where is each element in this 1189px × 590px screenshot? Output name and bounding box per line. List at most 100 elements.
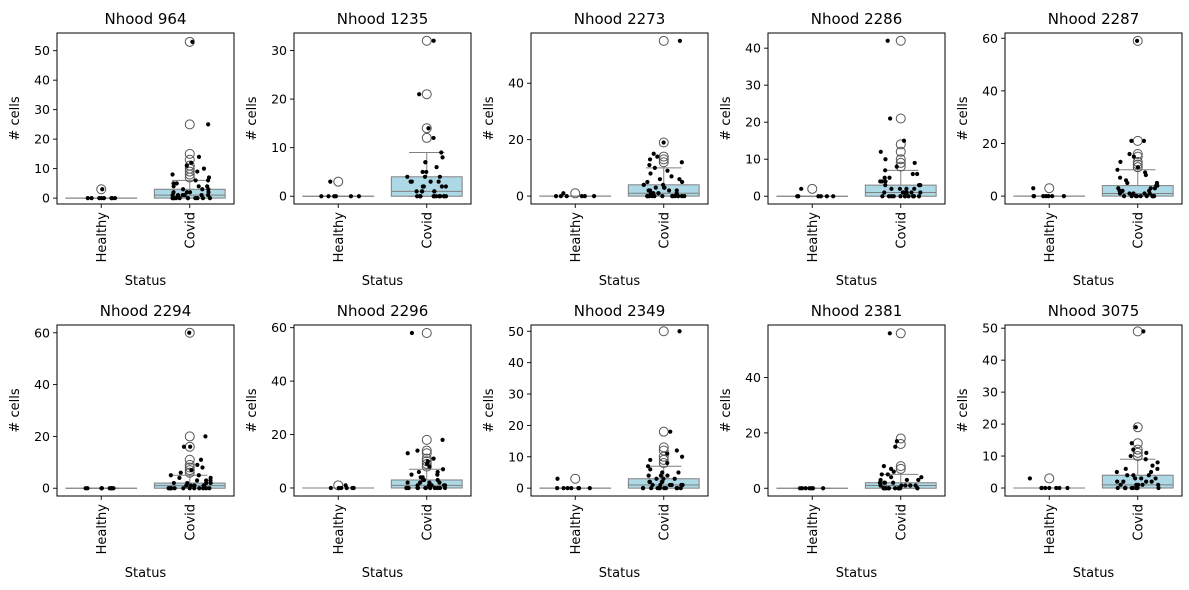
outlier-marker <box>184 327 195 338</box>
data-point <box>665 451 670 456</box>
data-point <box>187 330 192 335</box>
data-point <box>109 196 115 201</box>
data-point <box>653 185 658 190</box>
outlier-marker <box>421 89 432 100</box>
subplot: Nhood 1235 0 10 20 30 # cells Healthy Covid Stat… <box>245 10 472 289</box>
data-point <box>891 480 896 485</box>
data-point <box>831 194 836 199</box>
data-point <box>1138 194 1143 199</box>
data-point <box>174 181 179 186</box>
data-point <box>672 476 677 481</box>
y-tick-label: 40 <box>34 377 50 392</box>
data-point <box>438 194 443 199</box>
data-point <box>647 162 652 168</box>
data-point <box>1151 194 1157 199</box>
data-point <box>1125 473 1130 478</box>
data-point <box>651 151 656 156</box>
data-point <box>414 189 419 194</box>
data-point <box>1057 485 1062 491</box>
data-point <box>208 480 213 486</box>
outlier-marker <box>658 137 669 148</box>
data-point <box>408 179 413 184</box>
data-point <box>420 169 425 175</box>
data-point <box>192 486 197 491</box>
outlier-marker <box>1044 473 1055 484</box>
data-point <box>1047 485 1052 491</box>
outlier-marker <box>421 328 432 339</box>
data-point <box>328 485 333 491</box>
data-point <box>431 38 436 43</box>
data-point <box>198 457 204 462</box>
y-tick-label: 10 <box>271 140 287 155</box>
data-point <box>1065 485 1070 491</box>
x-tick-label: Covid <box>657 212 672 249</box>
data-point <box>440 467 446 472</box>
x-tick-label: Covid <box>420 504 435 541</box>
data-point <box>205 178 211 183</box>
data-point <box>672 193 678 199</box>
subplot-title: Nhood 2381 <box>811 302 903 320</box>
data-point <box>565 486 570 491</box>
data-point <box>1133 476 1138 481</box>
outlier-marker <box>1132 35 1143 46</box>
data-point <box>901 138 907 143</box>
outlier-marker <box>807 183 818 194</box>
x-axis-label: Status <box>599 566 641 581</box>
data-point <box>1144 479 1149 484</box>
data-point <box>1143 457 1148 462</box>
data-point <box>658 473 664 478</box>
data-point <box>1140 482 1145 487</box>
data-point <box>319 194 324 199</box>
data-point <box>189 467 194 473</box>
data-point <box>910 171 915 177</box>
data-point <box>195 462 200 468</box>
data-point <box>166 486 171 491</box>
data-point <box>204 486 209 491</box>
y-tick-label: 0 <box>42 191 50 206</box>
data-point <box>442 194 447 199</box>
data-point <box>206 122 211 127</box>
data-point <box>561 191 566 196</box>
x-axis-label: Status <box>1073 274 1115 289</box>
outlier-marker <box>570 473 581 484</box>
data-point <box>99 486 105 491</box>
data-point <box>677 329 682 334</box>
x-tick-label: Covid <box>894 504 909 541</box>
data-point <box>1156 482 1161 487</box>
data-point <box>1031 186 1036 191</box>
data-point <box>655 154 660 159</box>
data-point <box>903 483 908 488</box>
x-tick-label: Covid <box>894 212 909 249</box>
subplot: Nhood 3075 0 10 20 30 40 50 # cells Healthy Covid… <box>956 302 1183 581</box>
data-point <box>1148 469 1154 475</box>
outlier-marker <box>658 454 669 465</box>
data-point <box>668 429 673 434</box>
data-point <box>1031 194 1037 199</box>
data-point <box>431 456 436 461</box>
data-point <box>190 39 195 44</box>
data-point <box>1155 466 1160 471</box>
x-axis-label: Status <box>362 274 404 289</box>
y-tick-label: 20 <box>745 115 761 130</box>
data-point <box>906 194 911 199</box>
data-point <box>172 486 177 491</box>
subplot-title: Nhood 964 <box>104 10 186 28</box>
data-point <box>409 330 414 336</box>
y-tick-label: 40 <box>982 353 998 368</box>
data-point <box>442 485 448 491</box>
data-point <box>1123 485 1128 491</box>
data-point <box>682 193 687 199</box>
outlier-marker <box>184 148 195 159</box>
x-tick-label: Healthy <box>332 212 347 263</box>
data-point <box>576 486 582 491</box>
data-point <box>177 475 182 480</box>
data-point <box>193 196 198 201</box>
data-point <box>1115 167 1120 172</box>
data-point <box>1129 441 1134 446</box>
data-point <box>1135 165 1140 170</box>
subplot: Nhood 2286 0 10 20 30 40 # cells Healthy Covid St… <box>719 10 946 289</box>
data-point <box>177 196 182 201</box>
data-point <box>881 486 886 491</box>
data-point <box>889 186 894 191</box>
